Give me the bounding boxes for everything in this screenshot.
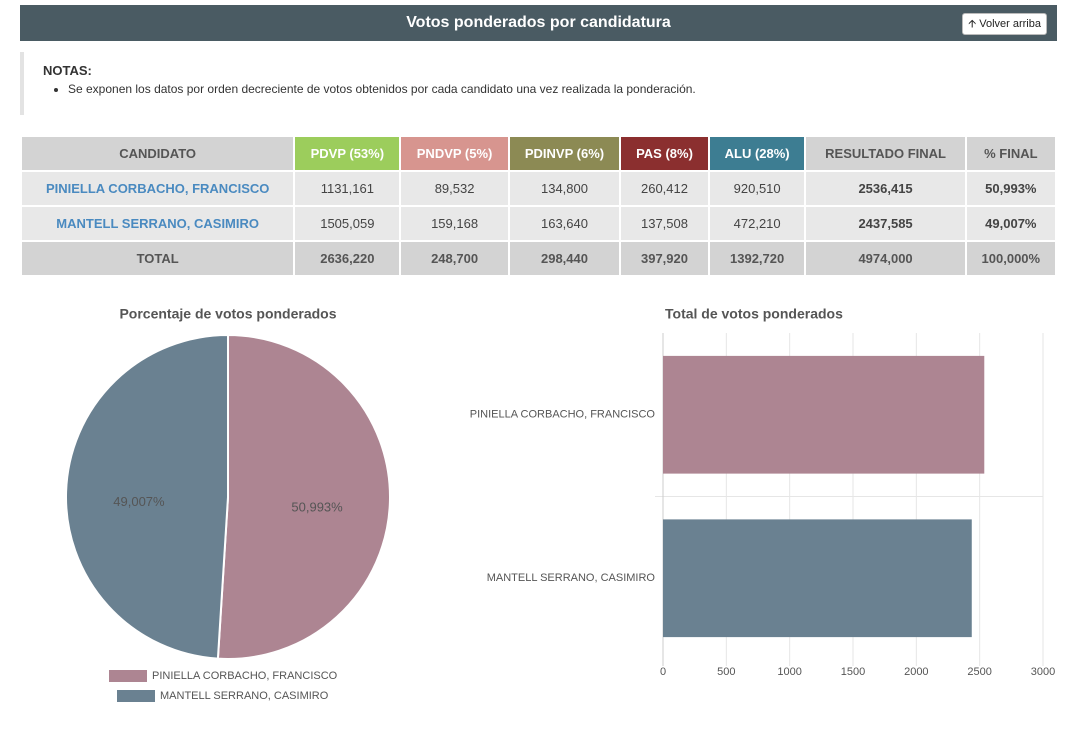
row-label: PINIELLA CORBACHO, FRANCISCO	[19, 170, 296, 207]
total-row: TOTAL 2636,220 248,700 298,440 397,920 1392,7…	[19, 240, 1058, 277]
cell: 137,508	[619, 205, 710, 242]
button-label: Volver arriba	[979, 18, 1041, 30]
header: Votos ponderados por candidatura 🡩 Volve…	[20, 5, 1057, 41]
cell: 397,920	[619, 240, 710, 277]
legend-label: MANTELL SERRANO, CASIMIRO	[160, 690, 329, 702]
cell: 163,640	[507, 205, 622, 242]
cell: 1392,720	[707, 240, 807, 277]
header-title: Votos ponderados por candidatura	[406, 14, 671, 31]
row-label: MANTELL SERRANO, CASIMIRO	[19, 205, 296, 242]
cell: 89,532	[399, 170, 510, 207]
pie-slice	[65, 333, 229, 660]
x-tick-label: 1000	[777, 666, 801, 678]
column-header: PAS (8%)	[619, 135, 710, 172]
cell: 159,168	[399, 205, 510, 242]
cell: 248,700	[399, 240, 510, 277]
cell: 298,440	[507, 240, 622, 277]
x-tick-label: 3000	[1031, 666, 1055, 678]
slice-label: 50,993%	[291, 499, 343, 514]
slice-label: 49,007%	[113, 494, 165, 509]
header-row: CANDIDATO PDVP (53%) PNDVP (5%) PDINVP (6%)…	[19, 135, 1058, 172]
cell: 50,993%	[964, 170, 1058, 207]
x-tick-label: 2000	[904, 666, 928, 678]
column-header: % FINAL	[964, 135, 1058, 172]
cell: 2437,585	[804, 205, 967, 242]
notes-list: Se exponen los datos por orden decrecien…	[50, 82, 696, 96]
x-tick-label: 500	[717, 666, 735, 678]
column-header: CANDIDATO	[19, 135, 296, 172]
chart-title: Total de votos ponderados	[665, 306, 843, 322]
cell: 2636,220	[293, 240, 402, 277]
arrow-icon: 🡩	[968, 18, 977, 30]
cell: 920,510	[707, 170, 807, 207]
note: Se exponen los datos por orden decrecien…	[68, 82, 696, 96]
legend-swatch	[117, 690, 155, 702]
cell: 49,007%	[964, 205, 1058, 242]
column-header: RESULTADO FINAL	[804, 135, 967, 172]
bar	[663, 519, 972, 638]
cell: 1505,059	[293, 205, 402, 242]
chart-title: Porcentaje de votos ponderados	[119, 306, 336, 322]
cell: 1131,161	[293, 170, 402, 207]
bar	[663, 355, 985, 474]
notes: NOTAS: Se exponen los datos por orden de…	[20, 52, 1054, 115]
row-label: TOTAL	[19, 240, 296, 277]
x-tick-label: 1500	[841, 666, 865, 678]
candidate-row: MANTELL SERRANO, CASIMIRO 1505,059 159,168…	[19, 205, 1058, 242]
x-tick-label: 0	[660, 666, 666, 678]
notes-title: NOTAS:	[43, 63, 92, 78]
column-header: ALU (28%)	[707, 135, 807, 172]
legend-swatch	[109, 670, 147, 682]
cell: 2536,415	[804, 170, 967, 207]
cell: 4974,000	[804, 240, 967, 277]
cell: 472,210	[707, 205, 807, 242]
results-table: CANDIDATO PDVP (53%) PNDVP (5%) PDINVP (6%)…	[19, 135, 1058, 277]
y-tick-label: PINIELLA CORBACHO, FRANCISCO	[470, 409, 656, 421]
column-header: PNDVP (5%)	[399, 135, 510, 172]
candidate-row: PINIELLA CORBACHO, FRANCISCO 1131,161 89,5…	[19, 170, 1058, 207]
cell: 100,000%	[964, 240, 1058, 277]
charts: Porcentaje de votos ponderados 50,993% 49,…	[65, 306, 1055, 702]
back-to-top-button[interactable]: 🡩 Volver arriba	[962, 13, 1047, 35]
pie-slice	[216, 333, 391, 660]
legend-label: PINIELLA CORBACHO, FRANCISCO	[152, 670, 338, 682]
y-tick-label: MANTELL SERRANO, CASIMIRO	[487, 572, 656, 584]
column-header: PDVP (53%)	[293, 135, 402, 172]
x-tick-label: 2500	[967, 666, 991, 678]
column-header: PDINVP (6%)	[507, 135, 622, 172]
cell: 134,800	[507, 170, 622, 207]
cell: 260,412	[619, 170, 710, 207]
